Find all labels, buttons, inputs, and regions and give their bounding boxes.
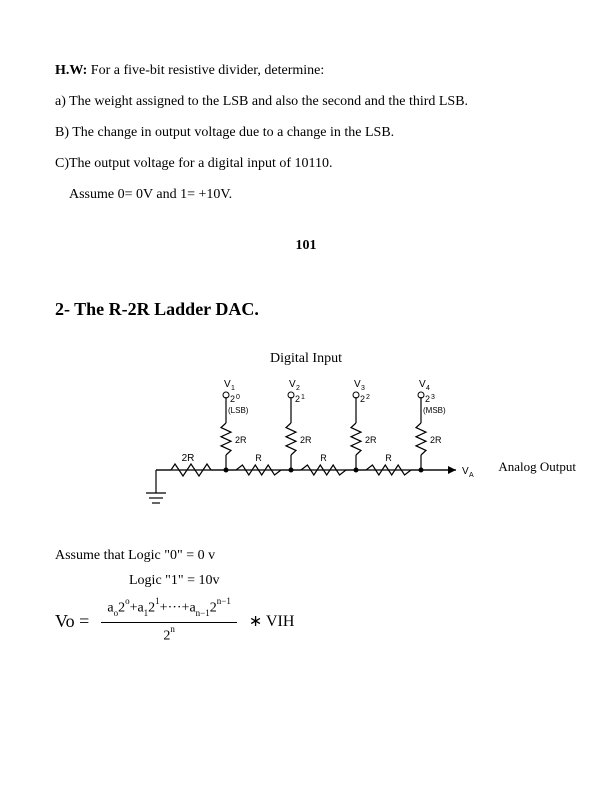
svg-text:(MSB): (MSB)	[423, 406, 446, 415]
hw-intro: For a five-bit resistive divider, determ…	[87, 63, 324, 78]
formula-numerator: ao2o+a121+···+an−12n−1	[101, 597, 236, 623]
analog-output-label: Analog Output	[498, 457, 576, 477]
item-a: a) The weight assigned to the LSB and al…	[55, 91, 557, 112]
logic1-prefix: Logic "1" =	[129, 573, 198, 588]
svg-text:2R: 2R	[300, 435, 312, 445]
vo-formula: Vo = ao2o+a121+···+an−12n−1 2n ∗ VIH	[55, 597, 557, 647]
svg-text:2R: 2R	[430, 435, 442, 445]
svg-text:2: 2	[366, 394, 370, 401]
formula-vih: ∗ VIH	[249, 610, 295, 634]
digital-input-label: Digital Input	[55, 348, 557, 369]
svg-text:V: V	[419, 379, 426, 390]
assume-line: Assume 0= 0V and 1= +10V.	[69, 184, 557, 205]
svg-text:1: 1	[231, 385, 235, 392]
item-c: C)The output voltage for a digital input…	[55, 153, 557, 174]
svg-text:2R: 2R	[182, 453, 195, 464]
r2r-diagram: 2R 2RV120(LSB)2RV2212RV3222RV423(MSB) RR…	[96, 375, 516, 515]
svg-text:R: R	[320, 453, 327, 463]
vo-symbol: Vo =	[55, 608, 89, 635]
svg-text:R: R	[255, 453, 262, 463]
hw-label: H.W:	[55, 63, 87, 78]
logic0-val: 0 v	[198, 548, 216, 563]
svg-text:2R: 2R	[235, 435, 247, 445]
svg-text:V: V	[462, 466, 469, 477]
svg-text:3: 3	[431, 394, 435, 401]
svg-text:2: 2	[425, 394, 430, 404]
svg-text:2: 2	[230, 394, 235, 404]
svg-text:(LSB): (LSB)	[228, 406, 249, 415]
svg-text:2: 2	[296, 385, 300, 392]
svg-text:V: V	[354, 379, 361, 390]
svg-text:V: V	[289, 379, 296, 390]
svg-text:V: V	[224, 379, 231, 390]
svg-text:1: 1	[301, 394, 305, 401]
svg-text:A: A	[469, 472, 474, 479]
svg-text:2R: 2R	[365, 435, 377, 445]
svg-text:4: 4	[426, 385, 430, 392]
section-title: 2- The R-2R Ladder DAC.	[55, 296, 557, 323]
svg-text:R: R	[385, 453, 392, 463]
svg-text:0: 0	[236, 394, 240, 401]
svg-text:2: 2	[295, 394, 300, 404]
page-number: 101	[55, 235, 557, 256]
logic1-val: 10v	[198, 573, 219, 588]
svg-text:3: 3	[361, 385, 365, 392]
svg-text:2: 2	[360, 394, 365, 404]
item-b: B) The change in output voltage due to a…	[55, 122, 557, 143]
logic0-prefix: Assume that Logic "0" =	[55, 548, 198, 563]
formula-denominator: 2n	[163, 623, 175, 647]
